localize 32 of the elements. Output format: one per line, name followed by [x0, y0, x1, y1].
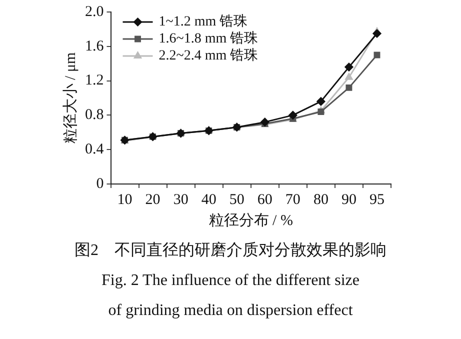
point: [346, 84, 352, 91]
x-tick-label: 50: [229, 192, 244, 208]
y-axis-title: 粒径大小 / μm: [62, 52, 79, 144]
y-tick-label: 1.6: [85, 38, 104, 54]
text: of grinding media on dispersion effect: [107, 301, 354, 321]
caption: 图2 不同直径的研磨介质对分散效果的影响: [74, 240, 388, 261]
x-tick-label: 20: [145, 192, 160, 208]
point: [344, 62, 354, 72]
y-tick-label: 0.8: [85, 107, 104, 124]
x-tick-label: 95: [369, 192, 384, 208]
y-tick-label: 1.2: [85, 72, 104, 89]
x-tick-label: 80: [313, 192, 328, 208]
x-axis-title: 粒径分布 / %: [208, 212, 293, 229]
x-tick-label: 60: [257, 192, 272, 208]
legend-label: 1.6~1.8 mm 锆珠: [158, 30, 258, 47]
point: [318, 108, 324, 115]
y-tick-label: 0.4: [85, 142, 104, 158]
point: [345, 73, 353, 80]
point: [372, 29, 382, 38]
y-tick-label: 2.0: [85, 4, 104, 20]
y-tick-label: 0: [96, 176, 104, 192]
legend-label: 2.2~2.4 mm 锆珠: [158, 48, 258, 64]
x-tick-label: 10: [117, 192, 132, 208]
x-tick-label: 30: [173, 192, 188, 208]
legend-label: 1~1.2 mm 锆珠: [158, 14, 248, 30]
point: [288, 110, 298, 120]
x-tick-label: 90: [341, 192, 356, 208]
point: [316, 97, 326, 106]
point: [374, 52, 380, 58]
caption: Fig. 2 The influence of the different size: [100, 271, 360, 291]
x-tick-label: 40: [201, 192, 216, 208]
x-tick-label: 70: [285, 192, 300, 208]
